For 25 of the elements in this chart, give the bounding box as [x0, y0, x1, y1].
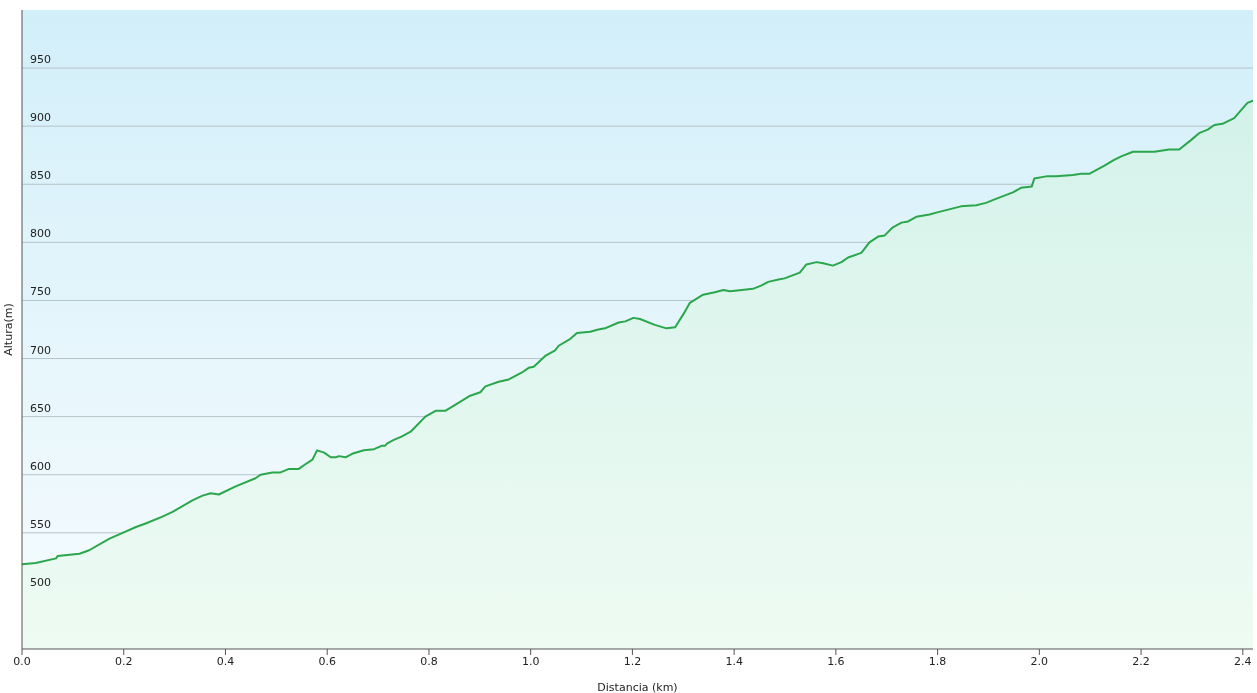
- x-tick-label: 0.2: [114, 654, 133, 668]
- x-tick-label: 0.6: [318, 654, 336, 668]
- x-tick-label: 0.4: [216, 654, 235, 668]
- y-axis-title: Altura(m): [1, 303, 15, 356]
- x-tick-label: 1.0: [521, 654, 540, 668]
- x-tick-label: 1.4: [725, 654, 743, 668]
- x-tick-label: 2.4: [1234, 654, 1252, 668]
- y-tick-label: 700: [30, 343, 51, 357]
- y-tick-label: 500: [30, 575, 51, 589]
- x-tick-label: 0.8: [420, 654, 438, 668]
- x-tick-label: 2.0: [1030, 654, 1049, 668]
- y-tick-label: 800: [30, 227, 51, 241]
- y-tick-label: 900: [30, 111, 51, 125]
- x-tick-label: 0.0: [13, 654, 31, 668]
- y-tick-label: 850: [30, 169, 51, 183]
- x-tick-label: 1.6: [827, 654, 845, 668]
- y-tick-label: 600: [30, 459, 51, 473]
- x-tick-label: 1.2: [623, 654, 642, 668]
- x-tick-label: 1.8: [928, 654, 947, 668]
- y-tick-label: 750: [30, 285, 51, 299]
- x-tick-label: 2.2: [1132, 654, 1150, 668]
- y-tick-label: 950: [30, 53, 51, 67]
- y-tick-label: 650: [30, 401, 51, 415]
- y-tick-label: 550: [30, 517, 51, 531]
- x-axis-title: Distancia (km): [597, 681, 678, 693]
